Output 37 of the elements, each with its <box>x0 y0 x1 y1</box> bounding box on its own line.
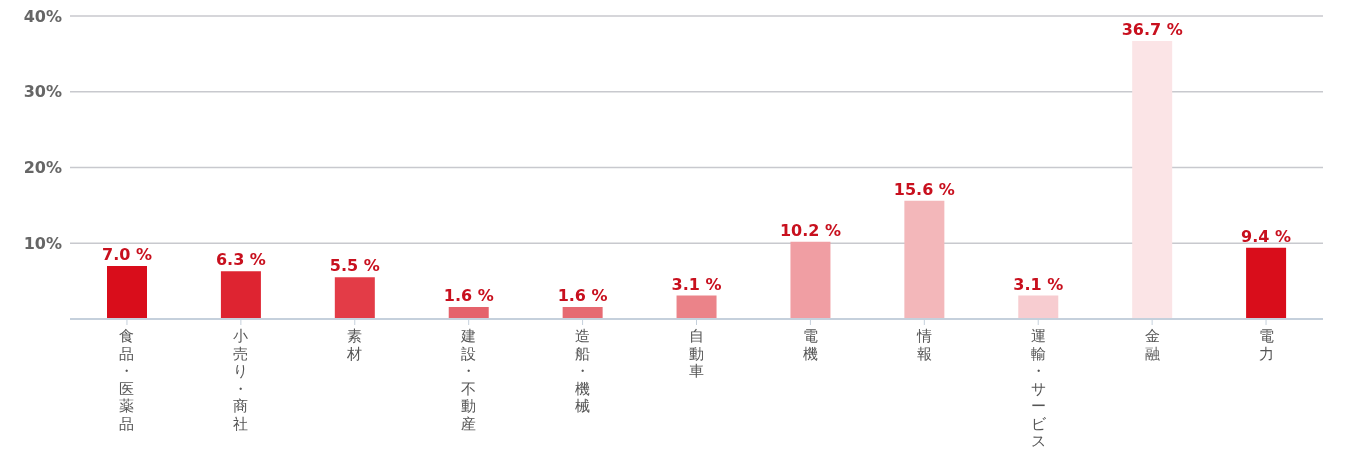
y-tick-label: 10% <box>23 233 62 253</box>
data-label: 10.2 % <box>779 220 841 240</box>
data-label: 6.3 % <box>215 250 266 270</box>
bar <box>676 295 717 319</box>
x-tick-label: 造船・機械 <box>575 327 591 415</box>
data-label: 1.6 % <box>443 285 494 305</box>
x-tick-label: 小売り・商社 <box>233 327 249 433</box>
x-tick-label: 食品・医薬品 <box>119 327 135 433</box>
data-label: 1.6 % <box>557 285 608 305</box>
data-label: 3.1 % <box>671 274 722 294</box>
x-tick-label: 電力 <box>1258 327 1274 363</box>
bar <box>334 277 375 319</box>
bar <box>562 306 603 319</box>
x-tick-label: 電機 <box>802 327 818 363</box>
y-tick-label: 40% <box>23 6 62 26</box>
data-label: 9.4 % <box>1241 226 1292 246</box>
y-tick-label: 20% <box>23 158 62 178</box>
y-tick-label: 30% <box>23 82 62 102</box>
bar <box>220 271 261 319</box>
x-tick-label: 金融 <box>1144 327 1160 363</box>
x-tick-label: 建設・不動産 <box>460 327 477 433</box>
data-label: 15.6 % <box>893 179 955 199</box>
bar <box>790 241 831 319</box>
bar <box>1132 41 1173 319</box>
x-tick-label: 素材 <box>346 327 363 363</box>
data-label: 36.7 % <box>1121 20 1183 39</box>
bar <box>1246 247 1287 319</box>
bar <box>448 306 489 319</box>
x-tick-label: 自動車 <box>689 327 704 380</box>
data-label: 5.5 % <box>329 256 380 276</box>
x-tick-label: 情報 <box>915 327 932 363</box>
bar <box>1018 295 1059 319</box>
x-tick-label: 運輸・サービス <box>1030 327 1047 450</box>
data-label: 7.0 % <box>102 244 152 264</box>
data-label: 3.1 % <box>1013 274 1064 294</box>
bar <box>107 265 147 319</box>
bar <box>904 200 945 319</box>
